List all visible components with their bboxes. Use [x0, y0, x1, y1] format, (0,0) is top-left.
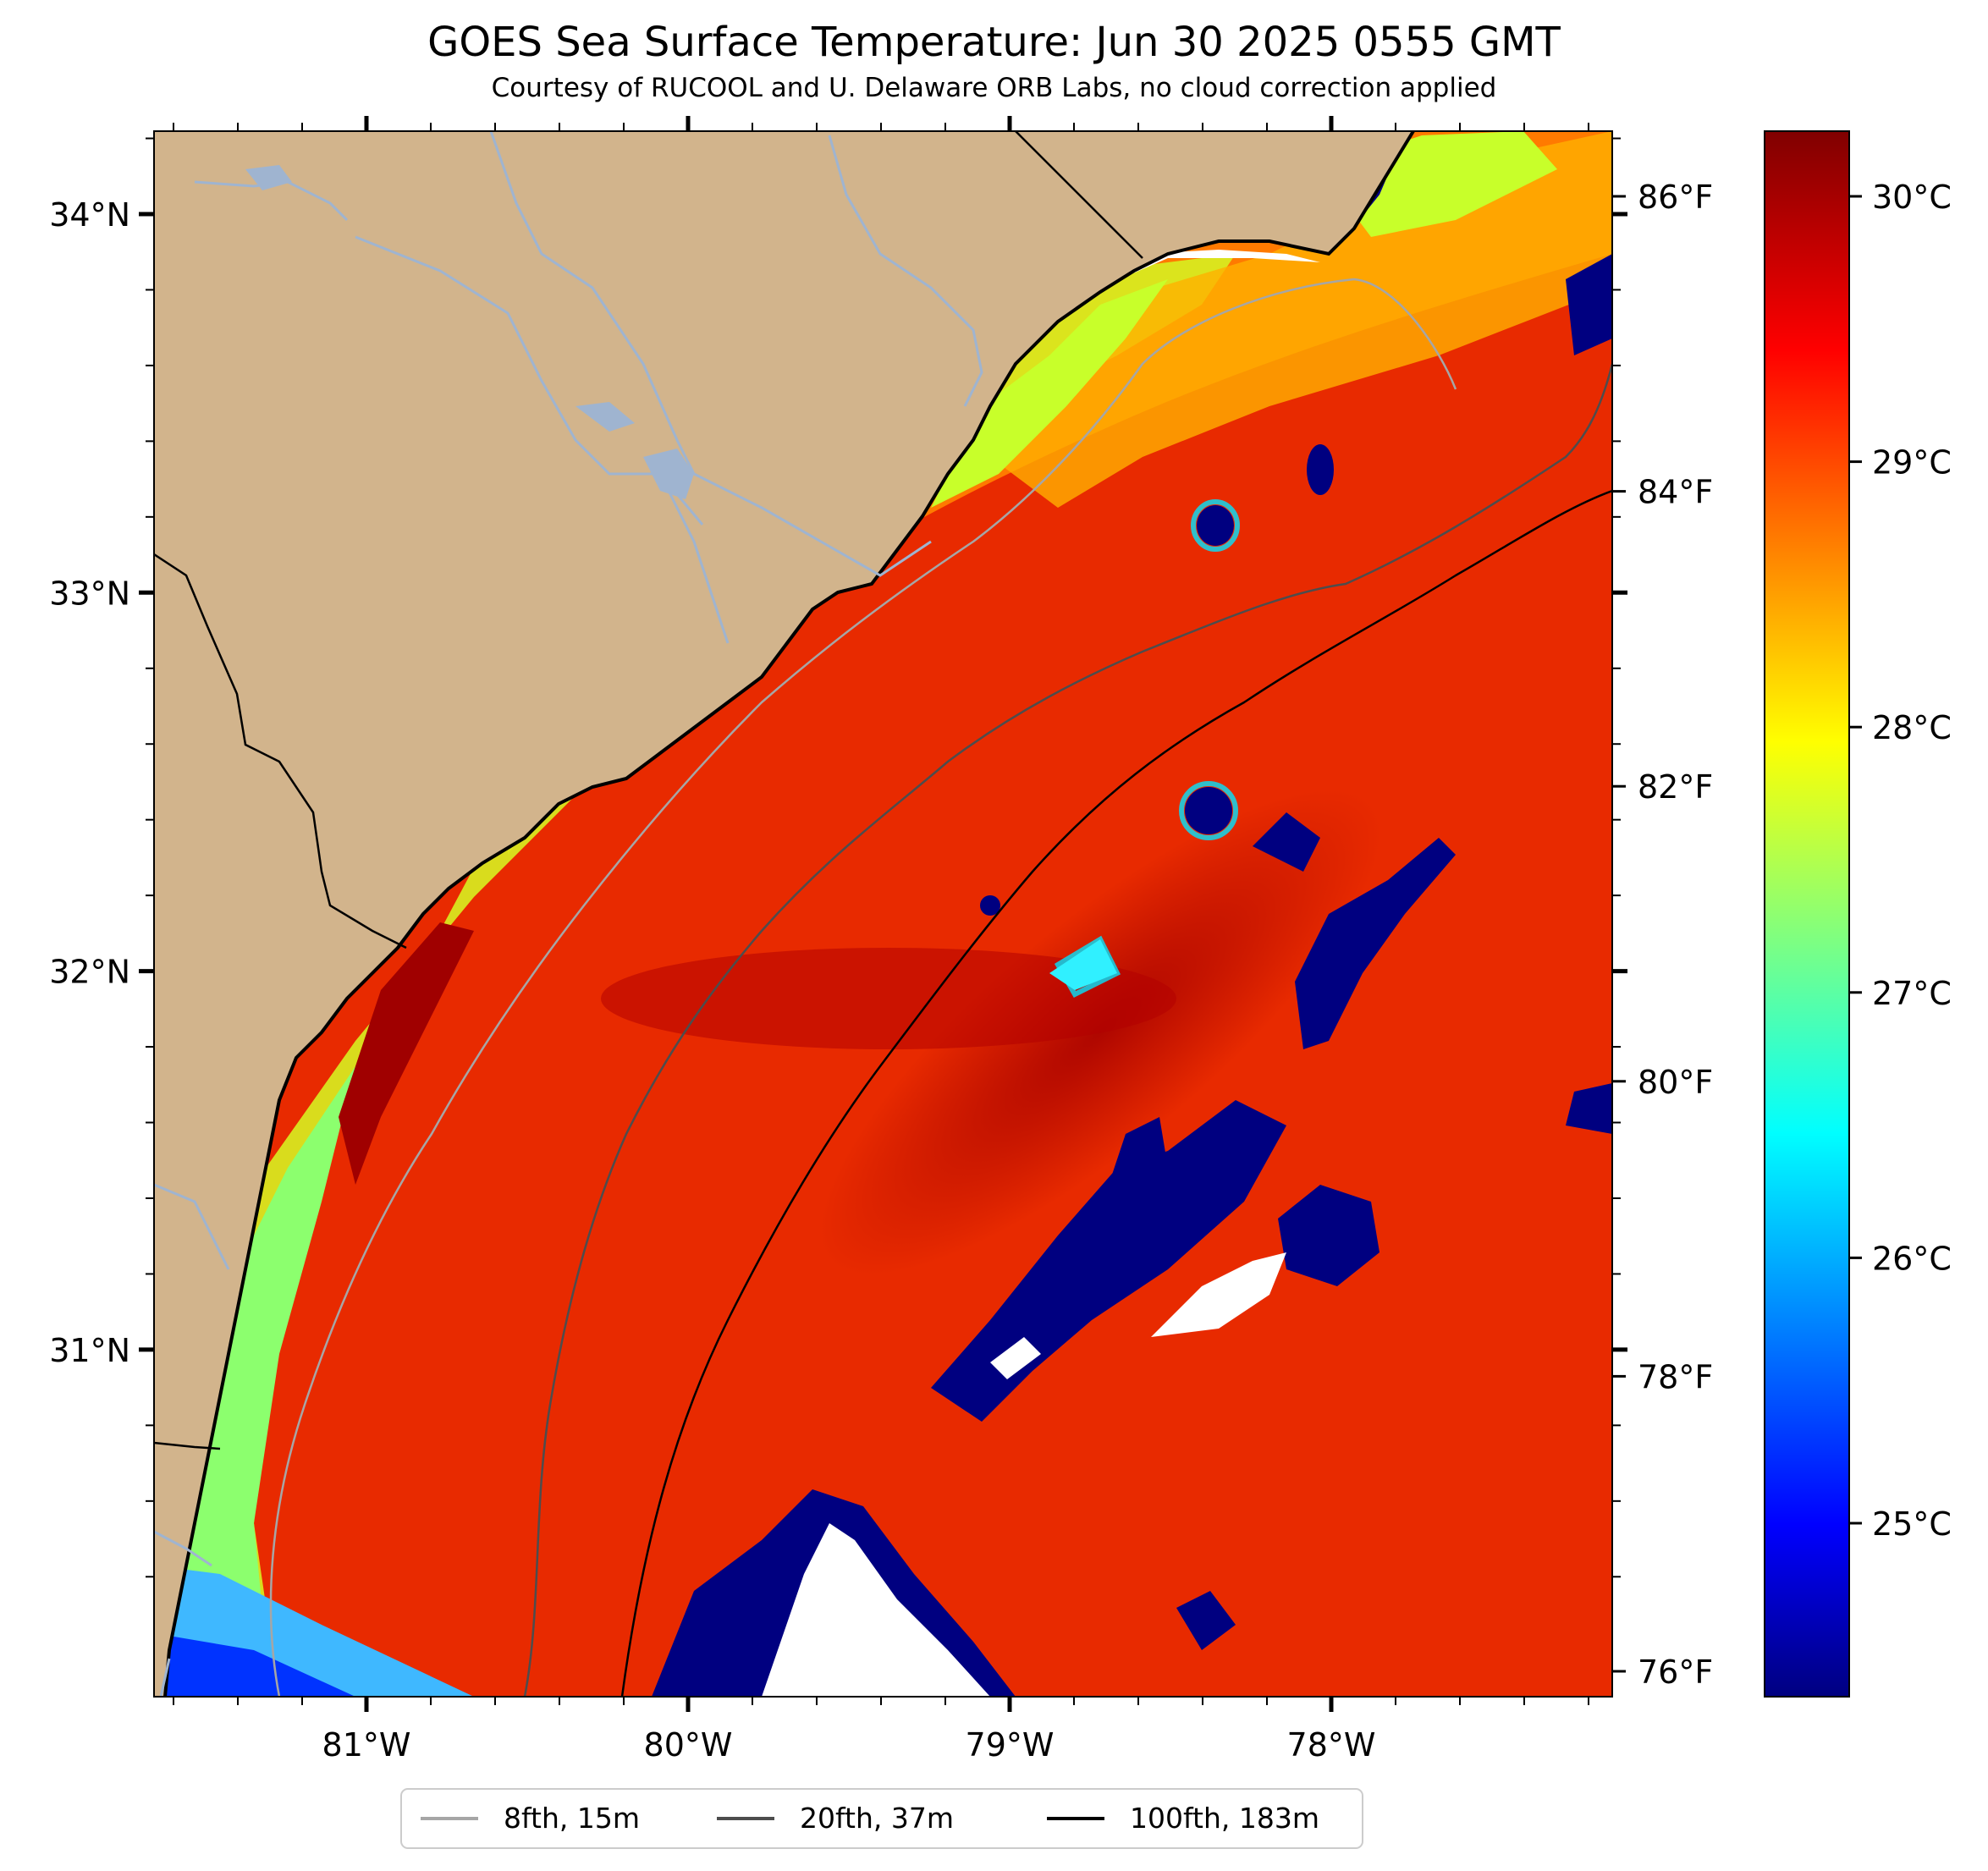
contour-8fth — [269, 278, 1457, 1697]
fahrenheit-label: 80°F — [1638, 1064, 1713, 1101]
fahrenheit-label: 84°F — [1638, 474, 1713, 511]
longitude-axis: 81°W 80°W 79°W 78°W — [173, 116, 1589, 1764]
lon-tick-label: 79°W — [966, 1726, 1055, 1764]
sst-hot-nearshore — [339, 922, 474, 1185]
colorbar-celsius-label: 29°C — [1872, 444, 1952, 482]
state-border-nc-sc — [1015, 131, 1143, 259]
legend-label: 8fth, 15m — [504, 1802, 640, 1835]
sst-warm-band — [601, 948, 1176, 1049]
sst-ne-yellow — [931, 279, 1168, 508]
fahrenheit-label: 86°F — [1638, 179, 1713, 216]
coastline — [163, 131, 1415, 1697]
lat-tick-label: 33°N — [49, 575, 130, 612]
colorbar — [1764, 130, 1850, 1698]
lakes — [245, 165, 694, 499]
colorbar-celsius-axis: 30°C 29°C 28°C 27°C 26°C 25°C — [1849, 179, 1952, 1543]
map-frame — [153, 130, 1613, 1698]
lon-tick-label: 81°W — [322, 1726, 411, 1764]
lon-tick-label: 78°W — [1287, 1726, 1376, 1764]
legend-label: 20fth, 37m — [800, 1802, 954, 1835]
state-border-sc-ga — [154, 553, 407, 949]
fahrenheit-label: 82°F — [1638, 768, 1713, 806]
lat-tick-label: 32°N — [49, 954, 130, 991]
colorbar-fahrenheit-axis: 86°F 84°F 82°F 80°F 78°F 76°F — [1612, 179, 1713, 1691]
colorbar-celsius-label: 28°C — [1872, 709, 1952, 746]
contour-legend: 8fth, 15m 20fth, 37m 100fth, 183m — [400, 1788, 1363, 1849]
colorbar-celsius-label: 27°C — [1872, 975, 1952, 1012]
sst-ne-orange — [990, 131, 1612, 508]
cool-patch-cyan — [1049, 939, 1117, 990]
colorbar-celsius-label: 30°C — [1872, 179, 1952, 216]
latitude-axis: 34°N 33°N 32°N 31°N — [49, 137, 1627, 1578]
lon-tick-label: 80°W — [644, 1726, 733, 1764]
contour-100fth — [620, 489, 1612, 1697]
land-mass — [154, 131, 1413, 1697]
lat-tick-label: 34°N — [49, 196, 130, 234]
sst-cold-nearshore — [154, 1633, 355, 1697]
map-area — [154, 131, 1612, 1697]
map-subtitle: Courtesy of RUCOOL and U. Delaware ORB L… — [491, 73, 1497, 103]
sst-green-band — [154, 1066, 355, 1697]
lat-tick-label: 31°N — [49, 1332, 130, 1369]
legend-label: 100fth, 183m — [1130, 1802, 1319, 1835]
colorbar-celsius-label: 25°C — [1872, 1505, 1952, 1543]
state-border-ga-fl — [154, 1441, 221, 1450]
map-title: GOES Sea Surface Temperature: Jun 30 202… — [427, 19, 1561, 66]
colorbar-celsius-label: 26°C — [1872, 1240, 1952, 1277]
fahrenheit-label: 76°F — [1638, 1654, 1713, 1691]
fahrenheit-label: 78°F — [1638, 1358, 1713, 1395]
contour-20fth — [523, 363, 1612, 1697]
